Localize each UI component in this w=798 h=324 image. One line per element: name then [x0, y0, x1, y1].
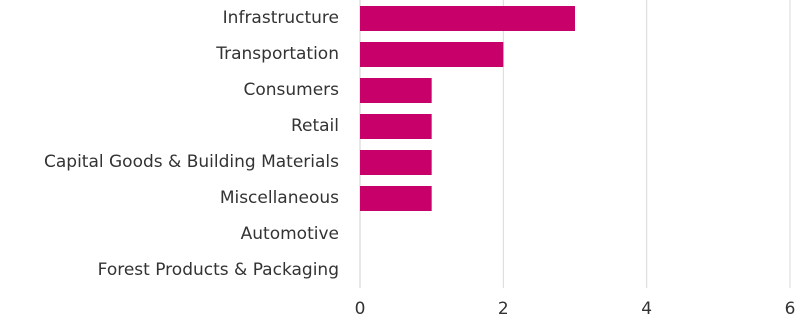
x-tick-label: 6: [785, 299, 796, 319]
bar: [360, 114, 432, 139]
bar: [360, 78, 432, 103]
category-label: Consumers: [243, 80, 339, 100]
category-label: Capital Goods & Building Materials: [44, 152, 339, 172]
category-label: Forest Products & Packaging: [98, 260, 339, 280]
bar: [360, 6, 575, 31]
x-tick-label: 0: [355, 299, 366, 319]
x-tick-label: 2: [498, 299, 509, 319]
bar: [360, 42, 504, 67]
category-label: Retail: [291, 116, 339, 136]
category-label: Miscellaneous: [220, 188, 339, 208]
bar: [360, 150, 432, 175]
bar: [360, 186, 432, 211]
category-label: Automotive: [241, 224, 339, 244]
bar-layer: [360, 6, 575, 211]
x-tick-label: 4: [641, 299, 652, 319]
x-tick-label-layer: 0 2 4 6: [355, 299, 796, 319]
category-label: Transportation: [215, 44, 339, 64]
category-label-layer: Infrastructure Transportation Consumers Ret…: [44, 8, 339, 280]
grid-layer: [359, 0, 791, 288]
category-label: Infrastructure: [223, 8, 339, 28]
